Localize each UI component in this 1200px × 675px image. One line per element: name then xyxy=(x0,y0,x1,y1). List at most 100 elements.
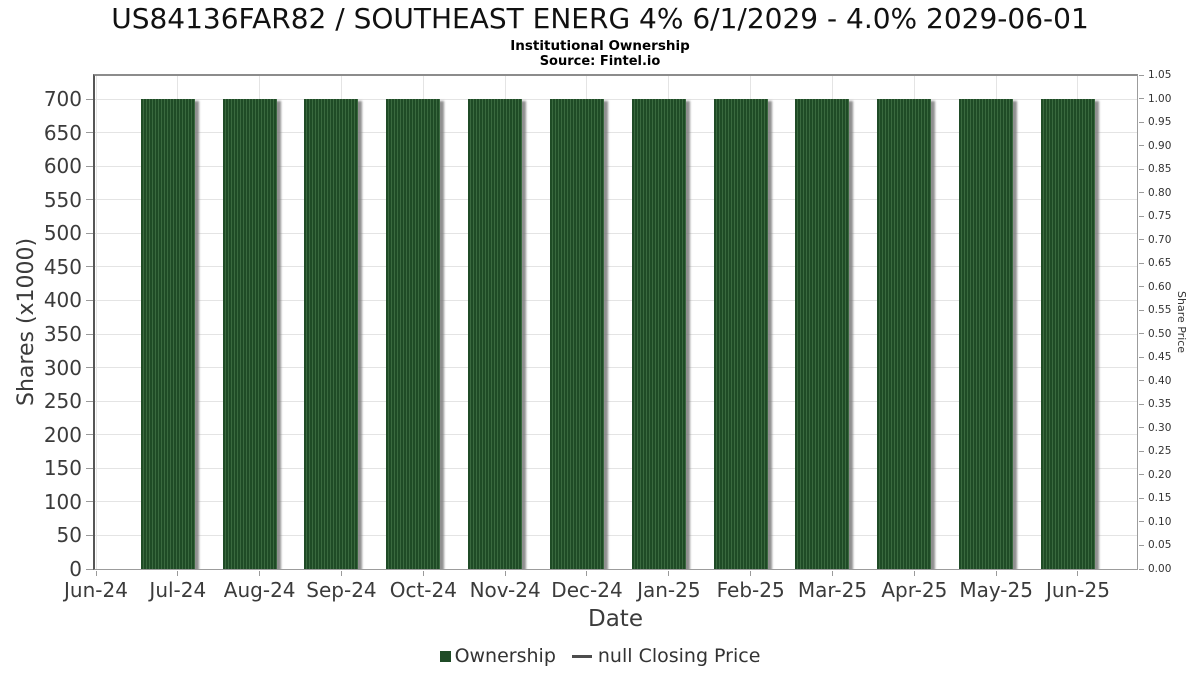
right-axis-tick-label: 0.60 xyxy=(1148,280,1172,293)
h-gridline xyxy=(95,165,1137,167)
h-gridline xyxy=(95,333,1137,335)
legend: Ownership null Closing Price xyxy=(0,645,1200,667)
ownership-bar-feb-25[interactable] xyxy=(713,99,768,569)
right-axis-tick xyxy=(1139,145,1144,147)
right-axis-tick-label: 0.65 xyxy=(1148,257,1172,270)
right-axis-tick xyxy=(1139,168,1144,170)
right-axis-tick-label: 0.20 xyxy=(1148,468,1172,481)
legend-label-ownership: Ownership xyxy=(454,645,556,667)
left-axis-tick-label: 50 xyxy=(56,523,82,548)
x-axis-tick xyxy=(586,571,588,576)
left-axis-tick-label: 250 xyxy=(43,389,82,414)
left-axis-tick xyxy=(86,98,93,100)
right-axis-tick-label: 0.70 xyxy=(1148,233,1172,246)
x-axis-tick xyxy=(1077,571,1079,576)
right-axis-tick-label: 0.45 xyxy=(1148,351,1172,364)
ownership-bar-oct-24[interactable] xyxy=(386,99,441,569)
left-axis-tick-label: 100 xyxy=(43,489,82,514)
h-gridline xyxy=(95,467,1137,469)
right-axis-tick xyxy=(1139,74,1144,76)
right-axis-tick xyxy=(1139,286,1144,288)
h-gridline xyxy=(95,501,1137,503)
x-axis-tick-label: Jun-25 xyxy=(1046,578,1110,602)
plot-area xyxy=(95,76,1137,569)
x-axis-tick xyxy=(668,571,670,576)
x-axis-tick-label: Jul-24 xyxy=(149,578,207,602)
right-axis-tick xyxy=(1139,544,1144,546)
right-axis-tick xyxy=(1139,380,1144,382)
ownership-bar-jul-24[interactable] xyxy=(140,99,195,569)
right-axis-tick-label: 1.05 xyxy=(1148,69,1172,81)
left-axis-tick xyxy=(86,299,93,301)
h-gridline xyxy=(95,367,1137,369)
right-axis-tick xyxy=(1139,356,1144,358)
left-axis-tick xyxy=(86,467,93,469)
right-axis-title: Share Price xyxy=(1175,290,1188,354)
left-axis-tick xyxy=(86,434,93,436)
left-axis-tick-label: 350 xyxy=(43,322,82,346)
h-gridline xyxy=(95,534,1137,536)
left-axis-tick xyxy=(86,165,93,167)
right-axis-tick-label: 0.35 xyxy=(1148,398,1172,411)
ownership-series-marker-icon xyxy=(439,650,451,662)
x-axis-tick-label: Apr-25 xyxy=(881,578,948,602)
x-axis-tick-label: Dec-24 xyxy=(551,578,623,602)
h-gridline xyxy=(95,266,1137,268)
left-axis-tick-label: 500 xyxy=(43,221,82,246)
ownership-bar-jun-25[interactable] xyxy=(1040,99,1095,569)
right-axis-tick-label: 0.15 xyxy=(1148,492,1172,505)
right-axis-tick-label: 0.10 xyxy=(1148,515,1172,528)
right-axis-tick xyxy=(1139,521,1144,523)
left-axis-tick xyxy=(86,199,93,201)
left-axis-tick-label: 200 xyxy=(43,422,82,447)
ownership-bar-mar-25[interactable] xyxy=(795,99,850,569)
x-axis-tick xyxy=(504,571,506,576)
x-axis-tick-label: Nov-24 xyxy=(469,578,541,602)
right-axis-tick xyxy=(1139,309,1144,311)
right-axis-tick xyxy=(1139,98,1144,100)
ownership-bar-dec-24[interactable] xyxy=(549,99,604,569)
right-axis-tick-label: 0.85 xyxy=(1148,163,1172,176)
ownership-bar-aug-24[interactable] xyxy=(222,99,277,569)
x-axis-tick xyxy=(995,571,997,576)
x-axis-tick-label: May-25 xyxy=(959,578,1033,602)
h-gridline xyxy=(95,299,1137,301)
right-axis-tick-label: 1.00 xyxy=(1148,92,1172,105)
legend-item-ownership[interactable]: Ownership xyxy=(439,645,556,667)
ownership-bar-may-25[interactable] xyxy=(959,99,1014,569)
right-axis-tick xyxy=(1139,568,1144,570)
left-axis-tick xyxy=(86,132,93,134)
left-axis-tick xyxy=(86,232,93,234)
v-gridline xyxy=(95,76,97,569)
x-axis-tick-label: Jun-24 xyxy=(64,578,128,602)
ownership-bar-apr-25[interactable] xyxy=(877,99,932,569)
x-axis-tick xyxy=(259,571,261,576)
left-axis-tick xyxy=(86,400,93,402)
right-axis-tick-label: 0.25 xyxy=(1148,445,1172,458)
right-axis-tick xyxy=(1139,474,1144,476)
right-axis-tick xyxy=(1139,497,1144,499)
right-axis-tick-label: 0.50 xyxy=(1148,327,1172,340)
right-axis-tick xyxy=(1139,121,1144,123)
right-axis-tick xyxy=(1139,427,1144,429)
left-axis-tick-label: 700 xyxy=(43,87,82,111)
ownership-bar-sep-24[interactable] xyxy=(304,99,359,569)
chart-source: Source: Fintel.io xyxy=(539,54,661,69)
left-axis-tick xyxy=(86,367,93,369)
legend-item-closing-price[interactable]: null Closing Price xyxy=(571,645,760,667)
right-axis-tick xyxy=(1139,450,1144,452)
left-axis-tick-label: 650 xyxy=(43,120,82,145)
right-axis-tick-label: 0.75 xyxy=(1148,210,1172,223)
closing-price-line-marker-icon xyxy=(571,654,592,658)
ownership-bar-nov-24[interactable] xyxy=(468,99,523,569)
ownership-bar-jan-25[interactable] xyxy=(631,99,686,569)
x-axis-tick-label: Sep-24 xyxy=(306,578,377,602)
chart-title: US84136FAR82 / SOUTHEAST ENERG 4% 6/1/20… xyxy=(111,2,1089,35)
right-axis-tick-label: 0.90 xyxy=(1148,139,1172,152)
right-axis-tick xyxy=(1139,192,1144,194)
right-axis-tick xyxy=(1139,262,1144,264)
right-axis-tick-label: 0.55 xyxy=(1148,304,1172,317)
left-axis-tick-label: 150 xyxy=(43,456,82,481)
h-gridline xyxy=(95,232,1137,234)
